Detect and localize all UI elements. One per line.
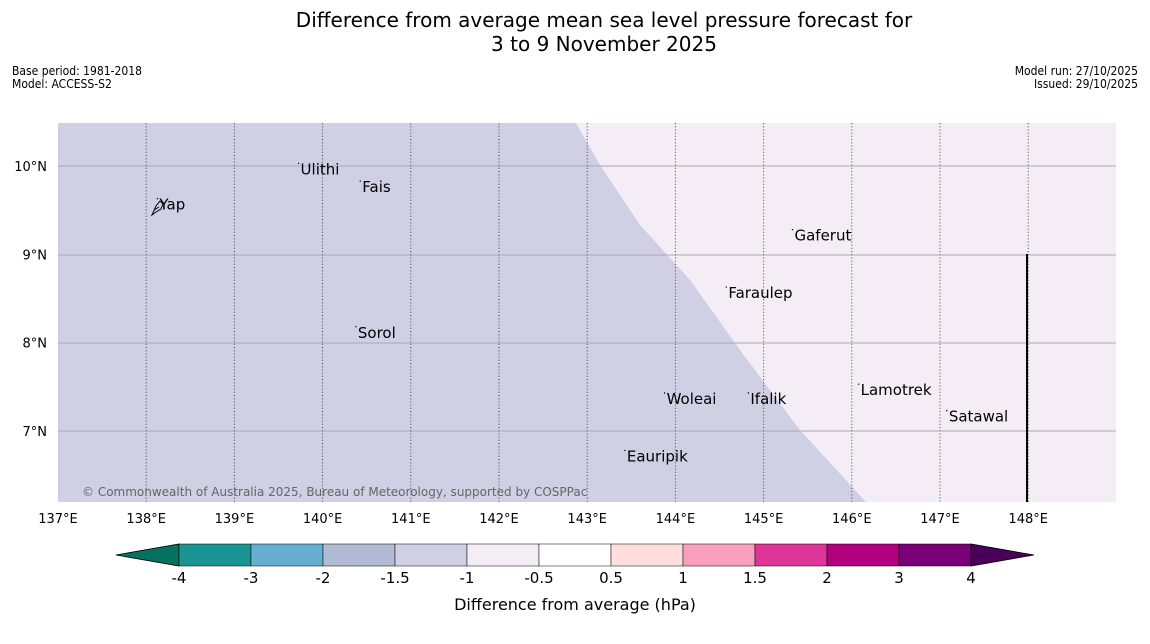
place-marker: [355, 326, 357, 328]
colorbar-tick: -1: [460, 569, 475, 587]
lon-labels: 137°E 138°E 139°E 140°E 141°E 142°E 143°E 144°E…: [38, 512, 1048, 527]
place-label: Woleai: [667, 390, 717, 408]
place-marker: [747, 392, 750, 394]
place-eauripik: Eauripik: [624, 447, 688, 465]
colorbar-segment: [826, 543, 900, 567]
colorbar-segment: [250, 543, 324, 567]
place-label: Faraulep: [728, 284, 792, 302]
place-label: Ulithi: [301, 160, 340, 178]
lon-tick-label: 141°E: [391, 512, 431, 527]
place-label: Gaferut: [794, 227, 851, 245]
colorbar-tick: -3: [244, 569, 259, 587]
lon-tick-label: 139°E: [215, 512, 255, 527]
colorbar-segment: [394, 543, 468, 567]
lon-tick-label: 137°E: [38, 512, 78, 527]
lon-tick-label: 147°E: [920, 512, 960, 527]
colorbar-under: [115, 543, 180, 567]
colorbar-segment: [466, 543, 540, 567]
lat-tick-label: 7°N: [23, 425, 48, 440]
issued-date: Issued: 29/10/2025: [1033, 77, 1138, 91]
lon-tick-label: 144°E: [656, 512, 696, 527]
colorbar: -4 -3 -2 -1.5 -1 -0.5 0.5 1 1.5 2 3 4: [115, 543, 1035, 587]
colorbar-tick: -1.5: [380, 569, 409, 587]
place-label: Sorol: [358, 324, 396, 342]
colorbar-tick: 1: [678, 569, 688, 587]
zone-minus-1: [576, 123, 1116, 502]
place-satawal: Satawal: [946, 408, 1008, 426]
lon-tick-label: 140°E: [303, 512, 343, 527]
place-lamotrek: Lamotrek: [857, 381, 932, 399]
lon-tick-label: 146°E: [832, 512, 872, 527]
place-marker: [663, 392, 666, 394]
copyright-text: © Commonwealth of Australia 2025, Bureau…: [82, 485, 587, 499]
colorbar-tick: -2: [316, 569, 331, 587]
model-name: Model: ACCESS-S2: [12, 77, 112, 91]
place-marker: [359, 180, 361, 182]
colorbar-tick: -4: [172, 569, 187, 587]
place-marker: [156, 198, 159, 200]
colorbar-segment: [754, 543, 828, 567]
place-marker: [297, 162, 300, 165]
place-sorol: Sorol: [355, 324, 396, 342]
colorbar-segment: [538, 543, 612, 567]
lon-gridlines: [145, 123, 1029, 502]
colorbar-label: Difference from average (hPa): [454, 595, 696, 614]
colorbar-tick: 3: [894, 569, 904, 587]
colorbar-tick: 4: [966, 569, 976, 587]
colorbar-segment: [898, 543, 972, 567]
colorbar-tick: 1.5: [743, 569, 767, 587]
lon-tick-label: 138°E: [126, 512, 166, 527]
meta-right: Model run: 27/10/2025 Issued: 29/10/2025: [1015, 65, 1138, 91]
colorbar-segment: [322, 543, 396, 567]
chart-title: Difference from average mean sea level p…: [295, 8, 913, 56]
place-label: Satawal: [949, 408, 1008, 426]
place-labels: Yap Ulithi Fais Gaferut Faraulep Sorol Lamotre…: [156, 160, 1008, 465]
lon-tick-label: 145°E: [744, 512, 784, 527]
lat-tick-label: 8°N: [23, 337, 48, 352]
place-label: Ifalik: [750, 390, 786, 408]
place-label: Eauripik: [627, 447, 688, 465]
place-label: Lamotrek: [861, 381, 932, 399]
colorbar-over: [970, 543, 1035, 567]
lon-tick-label: 142°E: [479, 512, 519, 527]
place-fais: Fais: [359, 178, 391, 196]
place-ulithi: Ulithi: [297, 160, 340, 178]
lat-tick-label: 10°N: [14, 160, 47, 175]
colorbar-segment: [610, 543, 684, 567]
base-period: Base period: 1981-2018: [12, 64, 143, 78]
place-marker: [791, 228, 794, 231]
place-marker: [857, 383, 860, 385]
place-faraulep: Faraulep: [725, 284, 793, 302]
lon-tick-label: 148°E: [1008, 512, 1048, 527]
place-marker: [946, 409, 948, 412]
colorbar-segment: [682, 543, 756, 567]
place-label: Fais: [362, 178, 391, 196]
colorbar-tick: 0.5: [599, 569, 623, 587]
lat-labels: 7°N 8°N 9°N 10°N: [14, 160, 47, 440]
model-run: Model run: 27/10/2025: [1014, 64, 1138, 78]
meta-left: Base period: 1981-2018 Model: ACCESS-S2: [12, 65, 142, 91]
colorbar-segment: [178, 543, 252, 567]
colorbar-tick: 2: [822, 569, 832, 587]
place-woleai: Woleai: [663, 390, 717, 408]
place-marker: [725, 286, 728, 288]
place-gaferut: Gaferut: [791, 227, 851, 245]
yap-island-outline: [150, 200, 164, 217]
place-marker: [624, 449, 626, 452]
lon-tick-label: 143°E: [567, 512, 607, 527]
place-ifalik: Ifalik: [747, 390, 787, 408]
lat-tick-label: 9°N: [23, 248, 48, 263]
colorbar-tick: -0.5: [524, 569, 553, 587]
place-yap: Yap: [156, 196, 185, 214]
place-label: Yap: [158, 196, 185, 214]
